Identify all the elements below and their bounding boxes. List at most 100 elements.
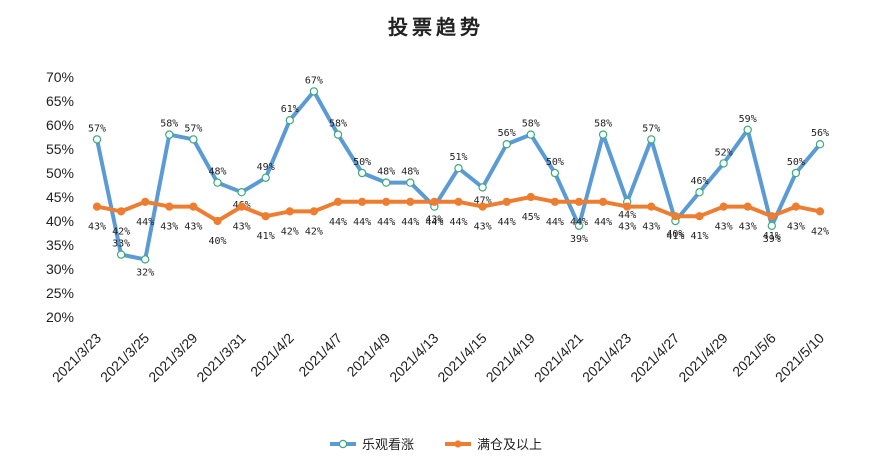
data-point: [719, 159, 728, 168]
x-tick-label: 2021/5/6: [729, 330, 779, 380]
data-point: [189, 202, 198, 211]
data-point: [767, 212, 776, 221]
data-label: 44%: [570, 217, 588, 228]
y-tick-label: 55%: [46, 141, 74, 157]
data-label: 61%: [281, 104, 299, 115]
data-point: [478, 202, 487, 211]
data-label: 43%: [233, 222, 251, 233]
data-point: [406, 197, 415, 206]
data-point: [382, 197, 391, 206]
data-label: 50%: [546, 157, 564, 168]
data-point: [502, 197, 511, 206]
data-label: 41%: [763, 231, 781, 242]
data-label: 58%: [522, 119, 540, 130]
data-label: 43%: [715, 222, 733, 233]
data-point: [743, 202, 752, 211]
y-tick-label: 20%: [46, 309, 74, 325]
data-label: 43%: [160, 222, 178, 233]
data-point: [309, 207, 318, 216]
y-tick-label: 60%: [46, 117, 74, 133]
data-point: [502, 139, 511, 149]
data-label: 50%: [787, 157, 805, 168]
data-label: 59%: [739, 114, 757, 125]
data-label: 44%: [377, 217, 395, 228]
data-label: 43%: [787, 222, 805, 233]
x-tick-label: 2021/4/2: [247, 330, 297, 380]
data-label: 43%: [642, 222, 660, 233]
data-label: 39%: [570, 234, 588, 245]
data-label: 48%: [377, 167, 395, 178]
data-point: [285, 115, 294, 125]
data-label: 43%: [184, 222, 202, 233]
data-point: [743, 125, 752, 135]
data-point: [213, 178, 222, 187]
x-tick-label: 2021/3/23: [49, 330, 105, 386]
data-label: 41%: [257, 231, 275, 242]
data-label: 49%: [257, 162, 275, 173]
y-tick-label: 65%: [46, 93, 74, 109]
data-point: [791, 168, 801, 178]
data-point: [454, 197, 463, 206]
data-label: 44%: [401, 217, 419, 228]
data-point: [141, 197, 150, 206]
data-point: [165, 130, 174, 139]
data-point: [767, 221, 777, 230]
data-label: 67%: [305, 75, 323, 86]
data-label: 39%: [763, 234, 781, 245]
y-tick-label: 70%: [46, 69, 74, 85]
data-label: 44%: [546, 217, 564, 228]
data-label: 58%: [594, 119, 612, 130]
x-tick-label: 2021/4/21: [531, 330, 587, 386]
data-point: [261, 173, 270, 182]
data-label: 43%: [618, 222, 636, 233]
data-label: 41%: [690, 231, 708, 242]
data-point: [358, 197, 367, 206]
data-label: 56%: [811, 128, 829, 139]
data-label: 41%: [666, 231, 684, 242]
data-label: 50%: [353, 157, 371, 168]
data-label: 43%: [739, 222, 757, 233]
x-tick-label: 2021/4/9: [343, 330, 393, 380]
data-point: [140, 255, 150, 264]
x-tick-label: 2021/4/13: [386, 330, 442, 386]
data-point: [647, 202, 656, 211]
data-label: 43%: [474, 222, 492, 233]
data-point: [550, 197, 560, 206]
data-label: 48%: [401, 167, 419, 178]
data-label: 42%: [811, 226, 829, 237]
data-point: [92, 202, 102, 211]
data-point: [695, 187, 704, 197]
data-point: [382, 178, 391, 187]
data-point: [695, 212, 704, 221]
y-tick-label: 50%: [46, 165, 74, 181]
data-label: 42%: [281, 226, 299, 237]
data-point: [599, 197, 608, 206]
data-point: [333, 197, 343, 206]
data-point: [719, 202, 728, 211]
data-label: 32%: [136, 267, 154, 278]
legend-label: 满仓及以上: [477, 438, 542, 453]
data-point: [623, 202, 632, 211]
data-point: [285, 207, 294, 216]
y-tick-label: 40%: [46, 213, 74, 229]
data-point: [309, 87, 319, 96]
data-point: [574, 221, 584, 230]
data-label: 40%: [208, 236, 226, 247]
y-tick-label: 35%: [46, 237, 74, 253]
x-tick-label: 2021/4/29: [675, 330, 731, 386]
data-point: [430, 197, 439, 206]
x-tick-label: 2021/4/19: [483, 330, 539, 386]
data-label: 44%: [353, 217, 371, 228]
x-tick-label: 2021/3/29: [145, 330, 201, 386]
data-label: 44%: [594, 217, 612, 228]
data-label: 42%: [112, 226, 130, 237]
data-point: [526, 130, 536, 139]
data-point: [671, 212, 680, 221]
x-tick-label: 2021/4/23: [579, 330, 635, 386]
data-label: 58%: [160, 119, 178, 130]
data-point: [526, 192, 535, 202]
x-tick-label: 2021/5/10: [772, 330, 828, 386]
data-label: 57%: [184, 123, 202, 134]
data-label: 43%: [425, 215, 443, 226]
data-point: [454, 163, 463, 173]
